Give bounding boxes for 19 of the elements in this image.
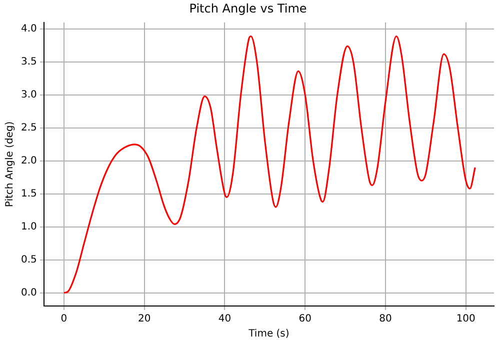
y-tick-label: 3.0 <box>20 90 37 101</box>
x-tick-label: 40 <box>218 314 232 325</box>
y-tick-label: 4.0 <box>20 24 37 35</box>
y-tick-label: 1.0 <box>20 221 37 232</box>
x-tick-label: 100 <box>456 314 476 325</box>
line-series <box>63 35 476 294</box>
x-tick-label: 80 <box>379 314 392 325</box>
y-tick-label: 0.0 <box>20 287 37 298</box>
chart-title: Pitch Angle vs Time <box>189 1 307 16</box>
y-tick-label: 3.5 <box>20 56 37 68</box>
x-axis-title: Time (s) <box>248 328 290 340</box>
y-tick-label: 0.5 <box>20 254 37 266</box>
x-tick-label: 0 <box>60 314 68 325</box>
x-tick-label: 60 <box>298 314 312 325</box>
y-axis-title: Pitch Angle (deg) <box>4 121 16 208</box>
x-tick-label: 20 <box>138 314 151 325</box>
y-tick-label: 2.0 <box>20 155 37 166</box>
y-tick-label: 1.5 <box>20 188 37 200</box>
y-tick-label: 2.5 <box>20 122 37 134</box>
